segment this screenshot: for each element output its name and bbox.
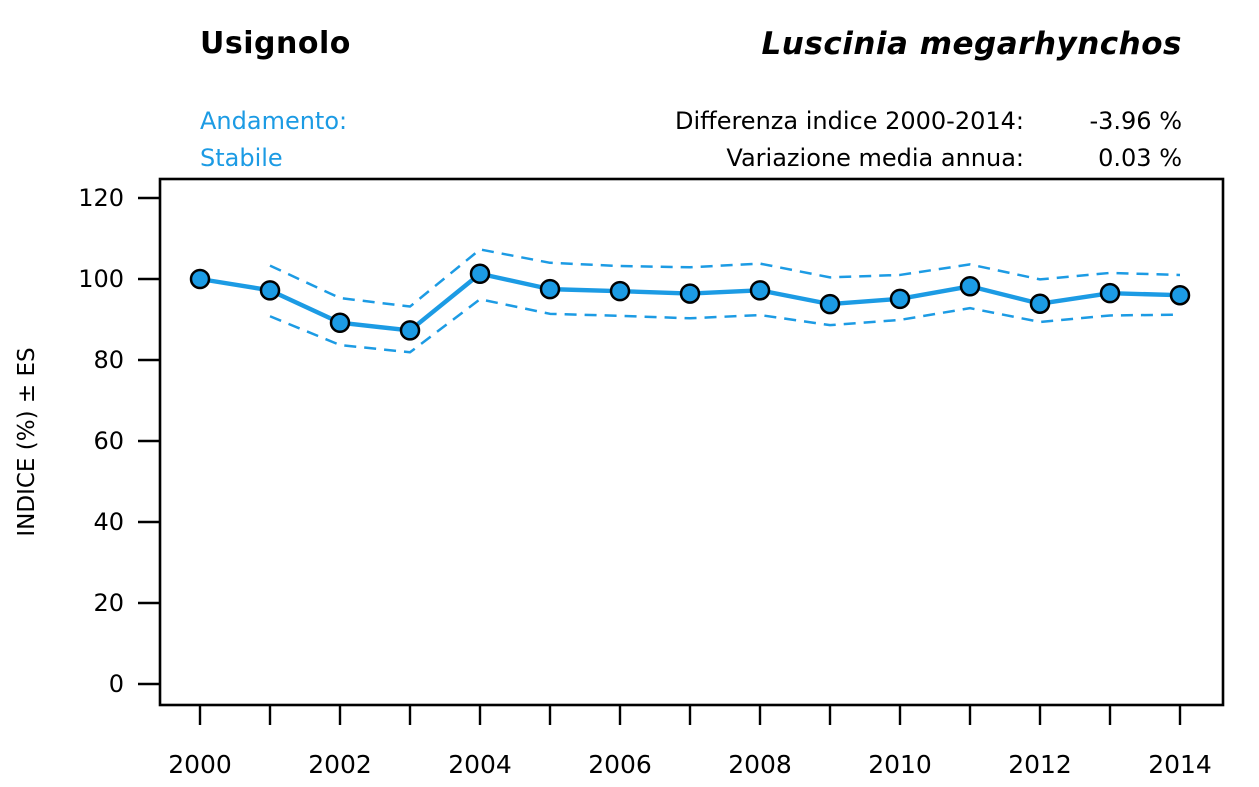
data-point-2000	[189, 268, 211, 290]
y-tick-label: 100	[78, 265, 124, 293]
trend-block: Andamento: Stabile	[200, 103, 347, 177]
annual-variation-value: 0.03 %	[1098, 144, 1182, 172]
data-point-2008	[749, 280, 771, 301]
annual-variation-label: Variazione media annua:	[726, 144, 1024, 172]
data-point-2004	[469, 263, 491, 284]
stats-block: Differenza indice 2000-2014: -3.96 % Var…	[675, 103, 1182, 177]
x-tick-label: 2012	[1008, 750, 1072, 779]
y-tick-label: 80	[93, 346, 124, 374]
x-tick-label: 2008	[728, 750, 792, 779]
data-point-2001	[259, 280, 281, 301]
x-tick-label: 2004	[448, 750, 512, 779]
trend-value: Stabile	[200, 144, 283, 172]
x-tick-label: 2000	[168, 750, 232, 779]
data-point-2007	[679, 283, 701, 304]
confidence-band-lower	[269, 298, 1181, 354]
data-point-2013	[1099, 282, 1121, 304]
y-tick-label: 20	[93, 589, 124, 617]
index-difference-value: -3.96 %	[1089, 107, 1182, 135]
plot-frame	[158, 177, 1225, 707]
data-point-2010	[889, 288, 911, 310]
data-point-2006	[609, 280, 631, 302]
index-difference-label: Differenza indice 2000-2014:	[675, 107, 1024, 135]
scientific-name-title: Luscinia megarhynchos	[761, 26, 1182, 62]
data-point-2011	[959, 276, 981, 297]
data-point-2005	[539, 278, 561, 300]
data-point-2009	[819, 293, 841, 315]
data-point-2012	[1029, 293, 1051, 314]
y-tick-label: 60	[93, 427, 124, 455]
x-tick-label: 2002	[308, 750, 372, 779]
data-point-2002	[329, 312, 351, 333]
trend-label: Andamento:	[200, 107, 348, 135]
y-tick-label: 40	[93, 508, 124, 536]
x-tick-label: 2014	[1148, 750, 1212, 779]
y-tick-label: 0	[109, 670, 124, 698]
x-tick-label: 2006	[588, 750, 652, 779]
data-point-2003	[399, 320, 421, 341]
data-point-2014	[1169, 284, 1191, 306]
confidence-band-upper	[269, 248, 1181, 308]
x-tick-label: 2010	[868, 750, 932, 779]
y-tick-label: 120	[78, 184, 124, 212]
common-name-title: Usignolo	[200, 26, 351, 61]
y-axis-title: INDICE (%) ± ES	[14, 347, 40, 536]
